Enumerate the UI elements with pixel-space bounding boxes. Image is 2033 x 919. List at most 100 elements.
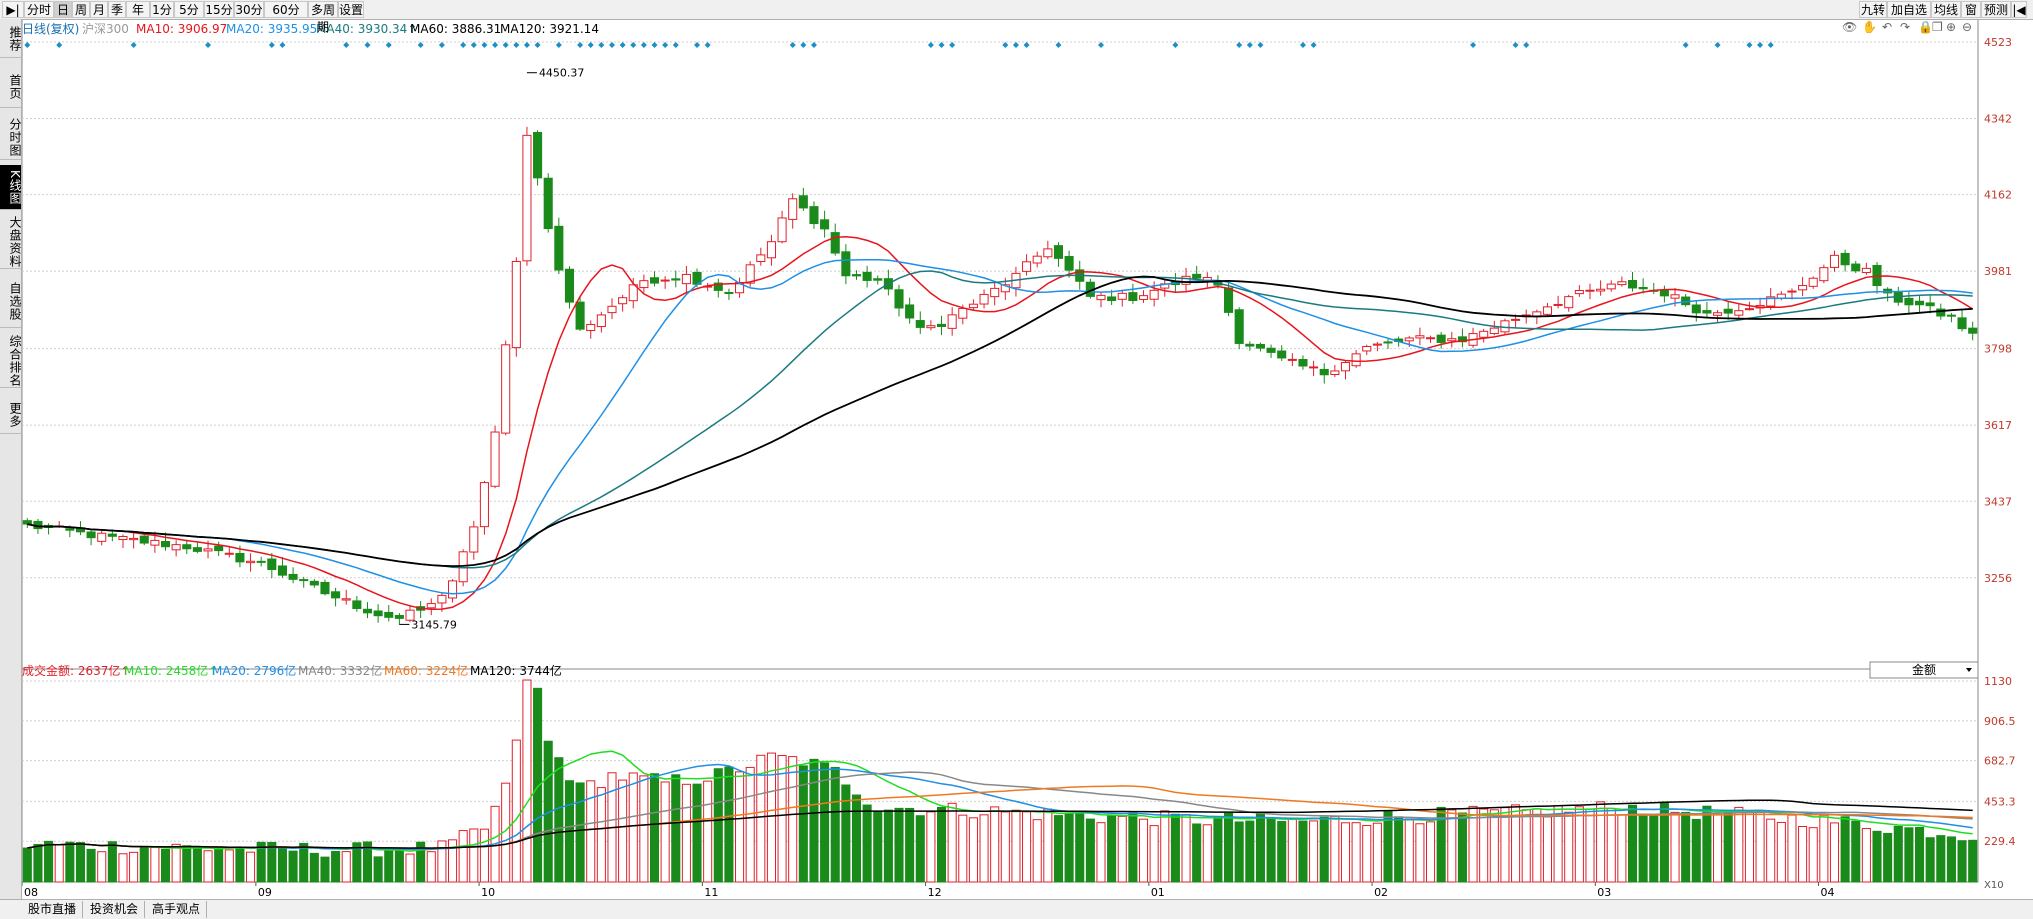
tab-live[interactable]: 股市直播 — [22, 901, 84, 918]
candle-body — [788, 198, 798, 220]
hand-icon[interactable]: ✋ — [1862, 20, 1877, 34]
candle-body — [1904, 297, 1914, 306]
ma20-line — [27, 258, 1973, 595]
volume-bar — [649, 773, 660, 883]
sidebar-item-ranking[interactable]: 综合排名 — [0, 335, 22, 388]
tab-5min[interactable]: 5分 — [174, 1, 204, 18]
volume-bar — [331, 850, 341, 883]
signal-diamond — [1012, 42, 1019, 48]
tab-moving-average[interactable]: 均线 — [1931, 1, 1961, 18]
tab-intraday[interactable]: 分时 — [24, 1, 54, 18]
signal-diamond — [24, 42, 31, 48]
candle-body — [1819, 267, 1829, 282]
sidebar-item-market-info[interactable]: 大盘资料 — [0, 216, 22, 269]
volume-bar — [692, 783, 702, 883]
candle-body — [490, 431, 500, 487]
sidebar-item-intraday-chart[interactable]: 分时图 — [0, 115, 22, 160]
candle-body — [447, 580, 458, 599]
candle-body — [681, 273, 691, 285]
signal-diamond — [343, 42, 350, 48]
volume-bar — [766, 752, 776, 883]
x-tick-label: 09 — [258, 886, 272, 899]
tab-nine-turn[interactable]: 九转 — [1859, 1, 1887, 18]
redo-icon[interactable]: ↷ — [1900, 20, 1911, 34]
candle-body — [1627, 279, 1638, 289]
sidebar-item-recommend[interactable]: 推荐 — [0, 21, 22, 58]
sidebar-item-watchlist[interactable]: 自选股 — [0, 275, 22, 328]
candle-body — [798, 195, 808, 209]
volume-bar — [1394, 816, 1404, 883]
signal-diamond — [672, 42, 679, 48]
tab-month[interactable]: 月 — [90, 1, 108, 18]
signal-diamond — [523, 42, 530, 48]
candle-body — [968, 303, 978, 309]
tab-window[interactable]: 窗 — [1961, 1, 1981, 18]
undo-icon[interactable]: ↶ — [1882, 20, 1893, 34]
candle-body — [1553, 303, 1563, 306]
lock-icon[interactable]: 🔒 — [1918, 20, 1933, 34]
candle-body — [1128, 292, 1138, 301]
candle-body — [479, 482, 489, 528]
signal-diamond — [1512, 42, 1519, 48]
volume-bar — [830, 766, 840, 883]
tab-day[interactable]: 日 — [54, 1, 72, 18]
tab-60min[interactable]: 60分 — [264, 1, 308, 18]
volume-bar — [841, 784, 851, 883]
volume-metric-select[interactable] — [1869, 661, 1979, 679]
sidebar-item-kline-chart[interactable]: K线图 — [0, 165, 22, 210]
volume-bar — [256, 841, 266, 883]
volume-bar — [979, 814, 989, 883]
zoom-out-icon[interactable]: ⊖ — [1962, 20, 1973, 34]
collapse-right-button[interactable]: |◀ — [2011, 1, 2027, 18]
candle-body — [607, 305, 617, 314]
sidebar-item-home[interactable]: 首页 — [0, 67, 22, 108]
tab-quarter[interactable]: 季 — [108, 1, 126, 18]
candle-body — [65, 528, 75, 531]
volume-bar — [426, 851, 436, 883]
copy-icon[interactable]: ❐ — [1932, 20, 1943, 34]
candle-body — [1925, 302, 1935, 307]
tab-week[interactable]: 周 — [72, 1, 90, 18]
volume-bar — [1319, 816, 1329, 883]
volume-bar — [1372, 822, 1382, 883]
candle-body — [1277, 350, 1287, 359]
tab-15min[interactable]: 15分 — [204, 1, 234, 18]
tab-opportunities[interactable]: 投资机会 — [84, 901, 146, 918]
candle-body — [1968, 327, 1978, 334]
volume-bar — [1957, 840, 1967, 883]
volume-bar — [958, 814, 968, 883]
sidebar-item-more[interactable]: 更多 — [0, 397, 22, 434]
volume-bar — [1968, 839, 1978, 883]
eye-icon[interactable]: 👁 — [1842, 20, 1858, 34]
signal-diamond — [470, 42, 477, 48]
volume-bar — [618, 779, 628, 883]
panel-toggle-button[interactable]: ▶| — [2, 1, 24, 18]
signal-diamond — [492, 42, 499, 48]
candle-body — [22, 520, 32, 525]
candle-body — [224, 552, 234, 555]
candle-body — [1383, 341, 1393, 344]
candle-body — [639, 280, 649, 289]
tab-add-watchlist[interactable]: 加自选 — [1887, 1, 1931, 18]
price-tick-label: 3256 — [1984, 572, 2012, 585]
candle-body — [990, 287, 1000, 298]
volume-unit-label: X10 — [1984, 880, 2004, 891]
candle-body — [1479, 330, 1489, 338]
tab-forecast[interactable]: 预测 — [1981, 1, 2011, 18]
tab-settings[interactable]: 设置 — [338, 1, 365, 18]
tab-30min[interactable]: 30分 — [234, 1, 264, 18]
signal-diamond — [810, 42, 817, 48]
candle-body — [554, 225, 564, 271]
volume-bar — [1468, 805, 1478, 883]
tab-1min[interactable]: 1分 — [150, 1, 174, 18]
candle-body — [139, 535, 149, 544]
tab-expert-views[interactable]: 高手观点 — [146, 901, 208, 918]
tab-year[interactable]: 年 — [126, 1, 150, 18]
volume-bar — [1861, 827, 1871, 883]
volume-bar — [1489, 809, 1499, 883]
tab-multi-period[interactable]: 多周期 — [308, 1, 338, 34]
signal-diamond — [364, 42, 371, 48]
legend-ma120: MA120: 3921.14 — [500, 22, 599, 36]
zoom-in-icon[interactable]: ⊕ — [1946, 20, 1957, 34]
